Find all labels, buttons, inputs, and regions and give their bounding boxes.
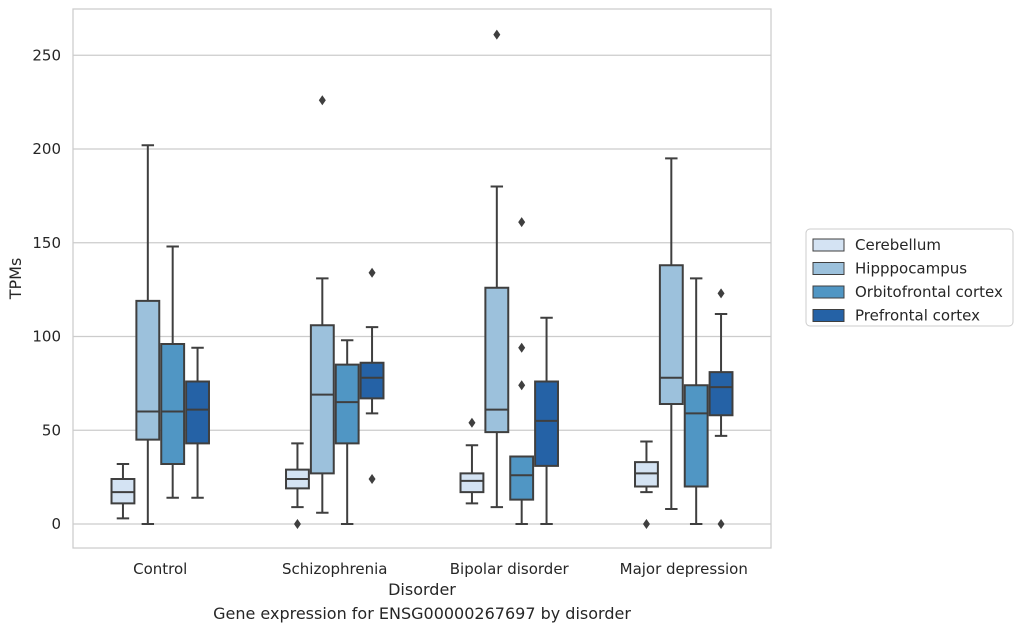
box-body bbox=[534, 380, 559, 467]
y-tick-label-0: 0 bbox=[51, 515, 61, 533]
box-0-2 bbox=[160, 245, 186, 499]
x-axis-label: Disorder bbox=[388, 580, 456, 599]
x-tick-label-3: Major depression bbox=[620, 560, 748, 578]
y-tick-label-150: 150 bbox=[32, 234, 61, 252]
box-body bbox=[359, 361, 385, 400]
legend-label-3: Prefrontal cortex bbox=[855, 307, 980, 325]
box-2-0 bbox=[459, 417, 485, 505]
box-body bbox=[708, 371, 734, 417]
y-tick-label-200: 200 bbox=[32, 140, 61, 158]
box-body bbox=[135, 299, 161, 441]
outlier-point bbox=[518, 380, 526, 391]
outlier-point bbox=[717, 519, 725, 529]
box-1-3 bbox=[359, 267, 385, 484]
box-1-0 bbox=[285, 442, 310, 529]
box-body bbox=[309, 324, 335, 475]
x-tick-label-0: Control bbox=[133, 560, 187, 578]
outlier-point bbox=[318, 95, 326, 106]
box-3-3 bbox=[708, 288, 734, 529]
outlier-point bbox=[717, 288, 725, 299]
legend: Cerebellum Hipppocampus Orbitofrontal cort… bbox=[805, 228, 1014, 327]
box-0-0 bbox=[110, 463, 136, 520]
x-axis-ticks: Control Schizophrenia Bipolar disorder Majo… bbox=[133, 560, 748, 578]
box-body bbox=[185, 380, 210, 445]
box-body bbox=[683, 384, 709, 488]
outlier-point bbox=[518, 342, 526, 353]
x-tick-label-1: Schizophrenia bbox=[282, 560, 387, 578]
box-body bbox=[334, 363, 360, 445]
outlier-point bbox=[642, 519, 650, 529]
box-2-3 bbox=[534, 316, 559, 525]
box-2-1 bbox=[484, 29, 510, 509]
legend-swatch-3 bbox=[812, 309, 845, 322]
legend-swatch-2 bbox=[812, 285, 845, 299]
outlier-point bbox=[468, 417, 476, 428]
outlier-point bbox=[368, 267, 376, 278]
box-1-1 bbox=[309, 95, 335, 514]
box-2-2 bbox=[509, 217, 535, 525]
outlier-point bbox=[493, 29, 501, 40]
legend-swatch-0 bbox=[812, 238, 845, 252]
box-3-2 bbox=[683, 277, 709, 525]
outlier-point bbox=[293, 519, 301, 529]
box-body bbox=[509, 455, 535, 501]
legend-label-0: Cerebellum bbox=[855, 236, 941, 254]
outlier-point bbox=[518, 217, 526, 228]
y-axis-label: TPMs bbox=[6, 258, 25, 301]
box-body bbox=[160, 343, 186, 465]
box-body bbox=[484, 286, 510, 434]
box-3-0 bbox=[634, 440, 659, 529]
box-3-1 bbox=[658, 157, 684, 510]
y-axis-ticks: 0 50 100 150 200 250 bbox=[32, 46, 61, 533]
legend-frame bbox=[805, 228, 1014, 327]
x-tick-label-2: Bipolar disorder bbox=[450, 560, 570, 578]
y-tick-label-250: 250 bbox=[32, 46, 61, 64]
legend-label-1: Hipppocampus bbox=[855, 260, 967, 278]
box-body bbox=[459, 472, 485, 494]
box-body bbox=[658, 264, 684, 405]
box-plot-series bbox=[110, 29, 734, 529]
legend-swatch-1 bbox=[812, 262, 845, 275]
chart-caption: Gene expression for ENSG00000267697 by d… bbox=[213, 604, 631, 623]
legend-label-2: Orbitofrontal cortex bbox=[855, 283, 1003, 301]
y-tick-label-100: 100 bbox=[32, 328, 61, 346]
outlier-point bbox=[368, 474, 376, 484]
box-0-1 bbox=[135, 144, 161, 525]
box-0-3 bbox=[185, 346, 210, 499]
y-tick-label-50: 50 bbox=[42, 421, 61, 439]
plot-frame bbox=[72, 8, 772, 549]
box-1-2 bbox=[334, 339, 360, 525]
